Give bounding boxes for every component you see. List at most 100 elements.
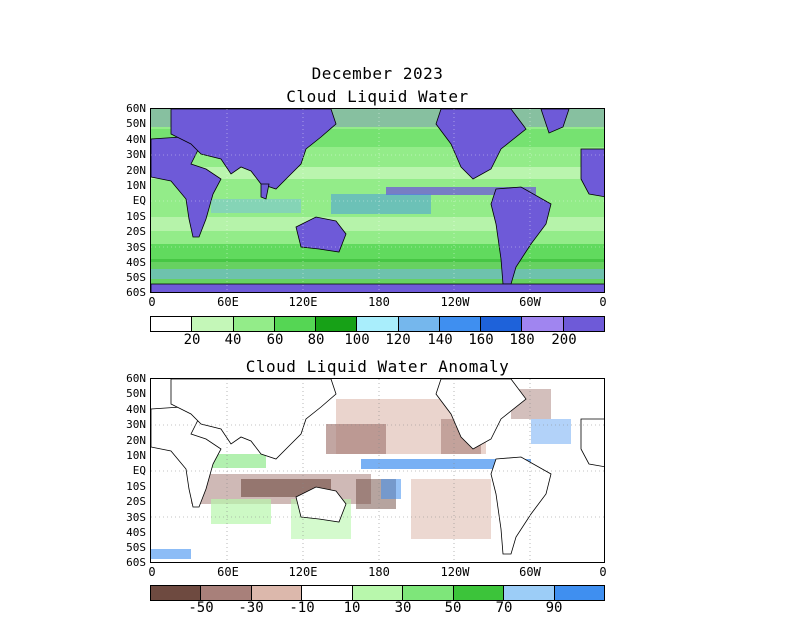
- bottom-colorbar-swatch: [554, 586, 604, 600]
- top-colorbar-swatch: [439, 317, 482, 331]
- bottom-colorbar-swatch: [453, 586, 505, 600]
- cloud-liquid-water-map-svg: [151, 109, 604, 292]
- india-peninsula: [260, 183, 270, 200]
- lon-tick: 120W: [440, 295, 470, 309]
- bottom-colorbar-swatch: [352, 586, 404, 600]
- colorbar-label: 60: [266, 332, 284, 348]
- colorbar-label: 90: [545, 600, 563, 616]
- anomaly-gridlines: [151, 379, 604, 562]
- greenland-landmass: [540, 109, 570, 134]
- bottom-colorbar-swatch: [302, 586, 353, 600]
- lon-tick: 60E: [217, 295, 239, 309]
- sh-storm-track-band: [151, 244, 604, 262]
- top-colorbar-swatch: [233, 317, 275, 331]
- colorbar-label: 10: [343, 600, 361, 616]
- colorbar-label: 120: [385, 332, 411, 348]
- colorbar-label: -10: [289, 600, 315, 616]
- bottom-map-title: Cloud Liquid Water Anomaly: [245, 357, 510, 376]
- antarctica-edge: [151, 283, 604, 292]
- top-colorbar-swatch: [398, 317, 440, 331]
- lon-tick: 180: [368, 295, 390, 309]
- australia-landmass: [295, 216, 347, 253]
- lat-tick: 20N: [126, 434, 146, 447]
- lat-tick: 50N: [126, 387, 146, 400]
- lat-tick: EQ: [132, 194, 146, 207]
- lon-tick: 120E: [288, 565, 318, 579]
- lat-tick: 60N: [126, 102, 146, 115]
- lat-tick: 40N: [126, 133, 146, 146]
- cloud-liquid-water-map: [150, 108, 605, 293]
- lat-tick: 40S: [126, 526, 146, 539]
- north-america-landmass: [435, 109, 527, 180]
- lat-tick: 10N: [126, 179, 146, 192]
- lat-tick: 20S: [126, 495, 146, 508]
- indian-ocean-band: [211, 199, 301, 213]
- lat-tick: 30N: [126, 148, 146, 161]
- lat-tick: 30N: [126, 418, 146, 431]
- top-map-title: Cloud Liquid Water: [286, 87, 469, 106]
- lon-tick: 0: [148, 295, 156, 309]
- top-colorbar-swatch: [481, 317, 523, 331]
- lon-tick: 120W: [440, 565, 470, 579]
- colorbar-label: 140: [427, 332, 453, 348]
- lat-tick: 30S: [126, 241, 146, 254]
- top-colorbar-swatch: [563, 317, 604, 331]
- warm-pool-band: [331, 194, 431, 214]
- top-colorbar-swatch: [274, 317, 317, 331]
- lat-tick: 50S: [126, 271, 146, 284]
- lat-tick: 20N: [126, 164, 146, 177]
- top-map-gridlines: [151, 109, 604, 292]
- anomaly-map-svg: [151, 379, 604, 562]
- colorbar-label: 80: [307, 332, 325, 348]
- bottom-colorbar-swatch: [151, 586, 202, 600]
- southern-ocean-high-band: [151, 269, 604, 279]
- lon-tick: 60E: [217, 565, 239, 579]
- lat-tick: 60S: [126, 286, 146, 299]
- colorbar-label: 20: [183, 332, 201, 348]
- lat-tick: 10S: [126, 210, 146, 223]
- sh-subtropical-band: [151, 217, 604, 231]
- colorbar-label: 30: [394, 600, 412, 616]
- lat-tick: 20S: [126, 225, 146, 238]
- top-colorbar-swatch: [316, 317, 358, 331]
- lat-tick: 30S: [126, 511, 146, 524]
- lat-tick: 10N: [126, 449, 146, 462]
- africa-east-edge: [580, 148, 604, 198]
- lat-tick: 10S: [126, 480, 146, 493]
- top-colorbar-swatch: [522, 317, 564, 331]
- bottom-colorbar-swatch: [251, 586, 303, 600]
- subtropical-dry-band: [151, 167, 604, 179]
- top-colorbar-swatch: [357, 317, 399, 331]
- lat-tick: 60S: [126, 556, 146, 569]
- cloud-liquid-water-anomaly-map: [150, 378, 605, 563]
- colorbar-label: 70: [495, 600, 513, 616]
- colorbar-label: 40: [224, 332, 242, 348]
- colorbar-label: 160: [468, 332, 494, 348]
- lat-tick: EQ: [132, 464, 146, 477]
- itcz-band: [386, 187, 536, 195]
- top-colorbar-swatch: [151, 317, 193, 331]
- top-colorbar-swatch: [192, 317, 234, 331]
- bottom-colorbar: [150, 585, 605, 601]
- bottom-colorbar-swatch: [403, 586, 454, 600]
- colorbar-label: 100: [344, 332, 370, 348]
- lon-tick: 0: [599, 565, 607, 579]
- lon-tick: 180: [368, 565, 390, 579]
- top-colorbar: [150, 316, 605, 332]
- map-date-title: December 2023: [311, 64, 444, 83]
- lat-tick: 40N: [126, 403, 146, 416]
- lon-tick: 60W: [519, 565, 541, 579]
- colorbar-label: 180: [509, 332, 535, 348]
- continents: [151, 109, 604, 292]
- lon-tick: 60W: [519, 295, 541, 309]
- anomaly-continents: [151, 379, 604, 555]
- south-america-landmass: [490, 186, 552, 285]
- lon-tick: 120E: [288, 295, 318, 309]
- bottom-colorbar-swatch: [504, 586, 555, 600]
- lat-tick: 50S: [126, 541, 146, 554]
- bottom-colorbar-swatch: [201, 586, 252, 600]
- colorbar-label: -50: [188, 600, 214, 616]
- lon-tick: 0: [148, 565, 156, 579]
- lat-tick: 40S: [126, 256, 146, 269]
- colorbar-label: 50: [444, 600, 462, 616]
